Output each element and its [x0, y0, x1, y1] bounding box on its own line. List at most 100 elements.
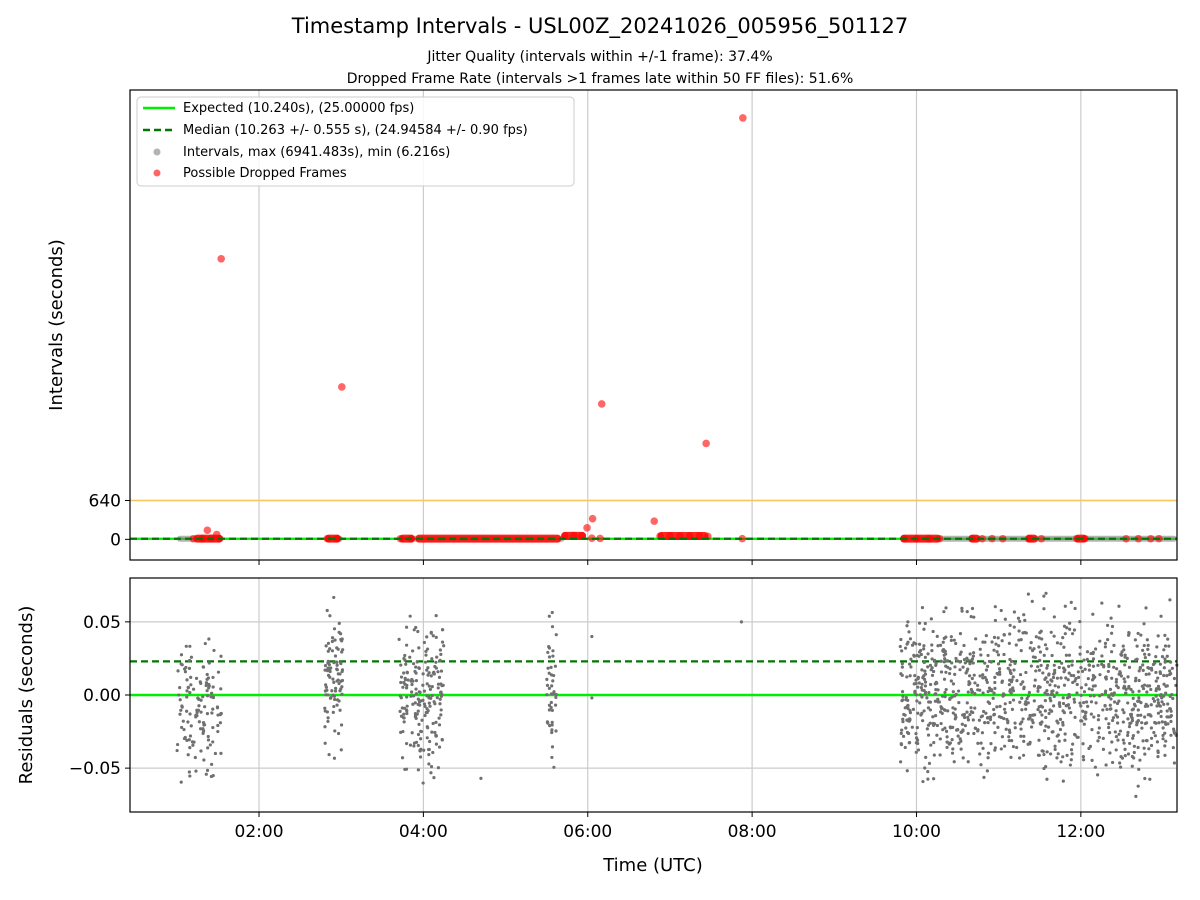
residual-point	[1073, 606, 1077, 611]
residual-point	[1082, 690, 1087, 694]
residual-point	[549, 705, 553, 710]
residual-point	[945, 745, 949, 750]
residual-point	[545, 677, 549, 681]
dropped-frame-point	[650, 517, 659, 525]
residual-point	[1069, 600, 1073, 605]
residual-point	[1040, 637, 1044, 641]
residual-point	[918, 693, 922, 697]
residual-point	[926, 769, 930, 774]
residual-point	[899, 731, 903, 735]
residual-point	[323, 725, 327, 729]
residual-point	[1147, 672, 1151, 676]
residual-point	[903, 706, 907, 710]
residual-point	[188, 746, 192, 750]
residual-point	[981, 709, 986, 714]
residual-point	[429, 765, 434, 769]
residual-point	[409, 694, 413, 698]
residual-point	[1030, 599, 1034, 603]
residual-point	[184, 644, 188, 648]
residual-point	[1161, 726, 1165, 730]
residual-point	[411, 662, 416, 666]
residual-point	[1104, 675, 1108, 679]
residual-point	[416, 702, 420, 707]
residual-point	[942, 660, 946, 664]
residual-point	[948, 671, 952, 676]
residual-point	[1048, 752, 1053, 756]
residual-point	[1115, 715, 1120, 719]
residual-point	[1010, 678, 1014, 682]
residual-point	[1025, 697, 1029, 701]
residual-point	[1145, 638, 1149, 642]
residual-point	[928, 663, 933, 667]
residual-point	[1100, 662, 1104, 666]
residual-point	[1001, 692, 1006, 696]
residual-point	[992, 707, 996, 712]
residual-point	[334, 686, 338, 691]
residual-point	[1032, 699, 1036, 703]
residual-point	[1149, 743, 1154, 748]
residual-point	[547, 671, 551, 675]
residual-point	[1096, 739, 1100, 743]
residual-point	[996, 636, 1000, 640]
residual-point	[1147, 653, 1151, 657]
residual-point	[1110, 692, 1114, 696]
residual-point	[336, 678, 340, 682]
residual-point	[332, 680, 336, 684]
residual-point	[1156, 634, 1160, 638]
residual-point	[1077, 675, 1081, 679]
residual-point	[326, 716, 330, 720]
residual-point	[401, 685, 405, 689]
residual-point	[205, 672, 209, 677]
residual-point	[1022, 734, 1026, 738]
residual-point	[210, 711, 214, 715]
residual-point	[185, 738, 189, 742]
residual-point	[971, 661, 975, 665]
residual-point	[982, 775, 986, 779]
residual-point	[435, 655, 439, 659]
residual-point	[204, 683, 208, 688]
residual-point	[1140, 726, 1144, 730]
residual-point	[338, 689, 342, 693]
residual-point	[930, 666, 934, 670]
residual-point	[1042, 752, 1046, 757]
residual-point	[1112, 691, 1116, 695]
top-y-ticks: 0 640	[89, 491, 130, 550]
legend-intervals-label: Intervals, max (6941.483s), min (6.216s)	[183, 145, 450, 160]
residual-point	[922, 709, 926, 713]
residual-point	[1170, 692, 1174, 697]
residual-point	[1164, 691, 1168, 695]
residual-point	[201, 720, 206, 725]
residual-point	[425, 647, 430, 651]
bottom-y-tick-label: −0.05	[69, 759, 121, 779]
residual-point	[1078, 701, 1082, 705]
residual-point	[408, 655, 412, 659]
residual-point	[1008, 632, 1012, 636]
residual-point	[1084, 683, 1088, 687]
residual-point	[427, 753, 431, 757]
residual-point	[179, 708, 183, 712]
residual-point	[1108, 687, 1113, 691]
residual-point	[1081, 754, 1085, 759]
residual-point	[405, 711, 409, 716]
residual-point	[439, 708, 443, 712]
residual-point	[1130, 764, 1134, 768]
residual-point	[1139, 701, 1143, 705]
residual-point	[325, 710, 329, 714]
residual-point	[1110, 760, 1115, 765]
residual-point	[959, 747, 963, 751]
residual-point	[1069, 711, 1073, 715]
residual-point	[1064, 676, 1068, 680]
residual-point	[1121, 644, 1125, 648]
residual-point	[1037, 668, 1042, 672]
residual-point	[1004, 727, 1008, 731]
residual-point	[1163, 744, 1167, 748]
residual-point	[1047, 711, 1051, 716]
residual-point	[1156, 684, 1161, 689]
residual-point	[554, 729, 558, 733]
residual-point	[976, 728, 980, 732]
residual-point	[917, 681, 921, 685]
residual-point	[1037, 645, 1041, 649]
residual-point	[901, 698, 905, 702]
residual-point	[210, 762, 214, 766]
residual-point	[960, 730, 964, 734]
